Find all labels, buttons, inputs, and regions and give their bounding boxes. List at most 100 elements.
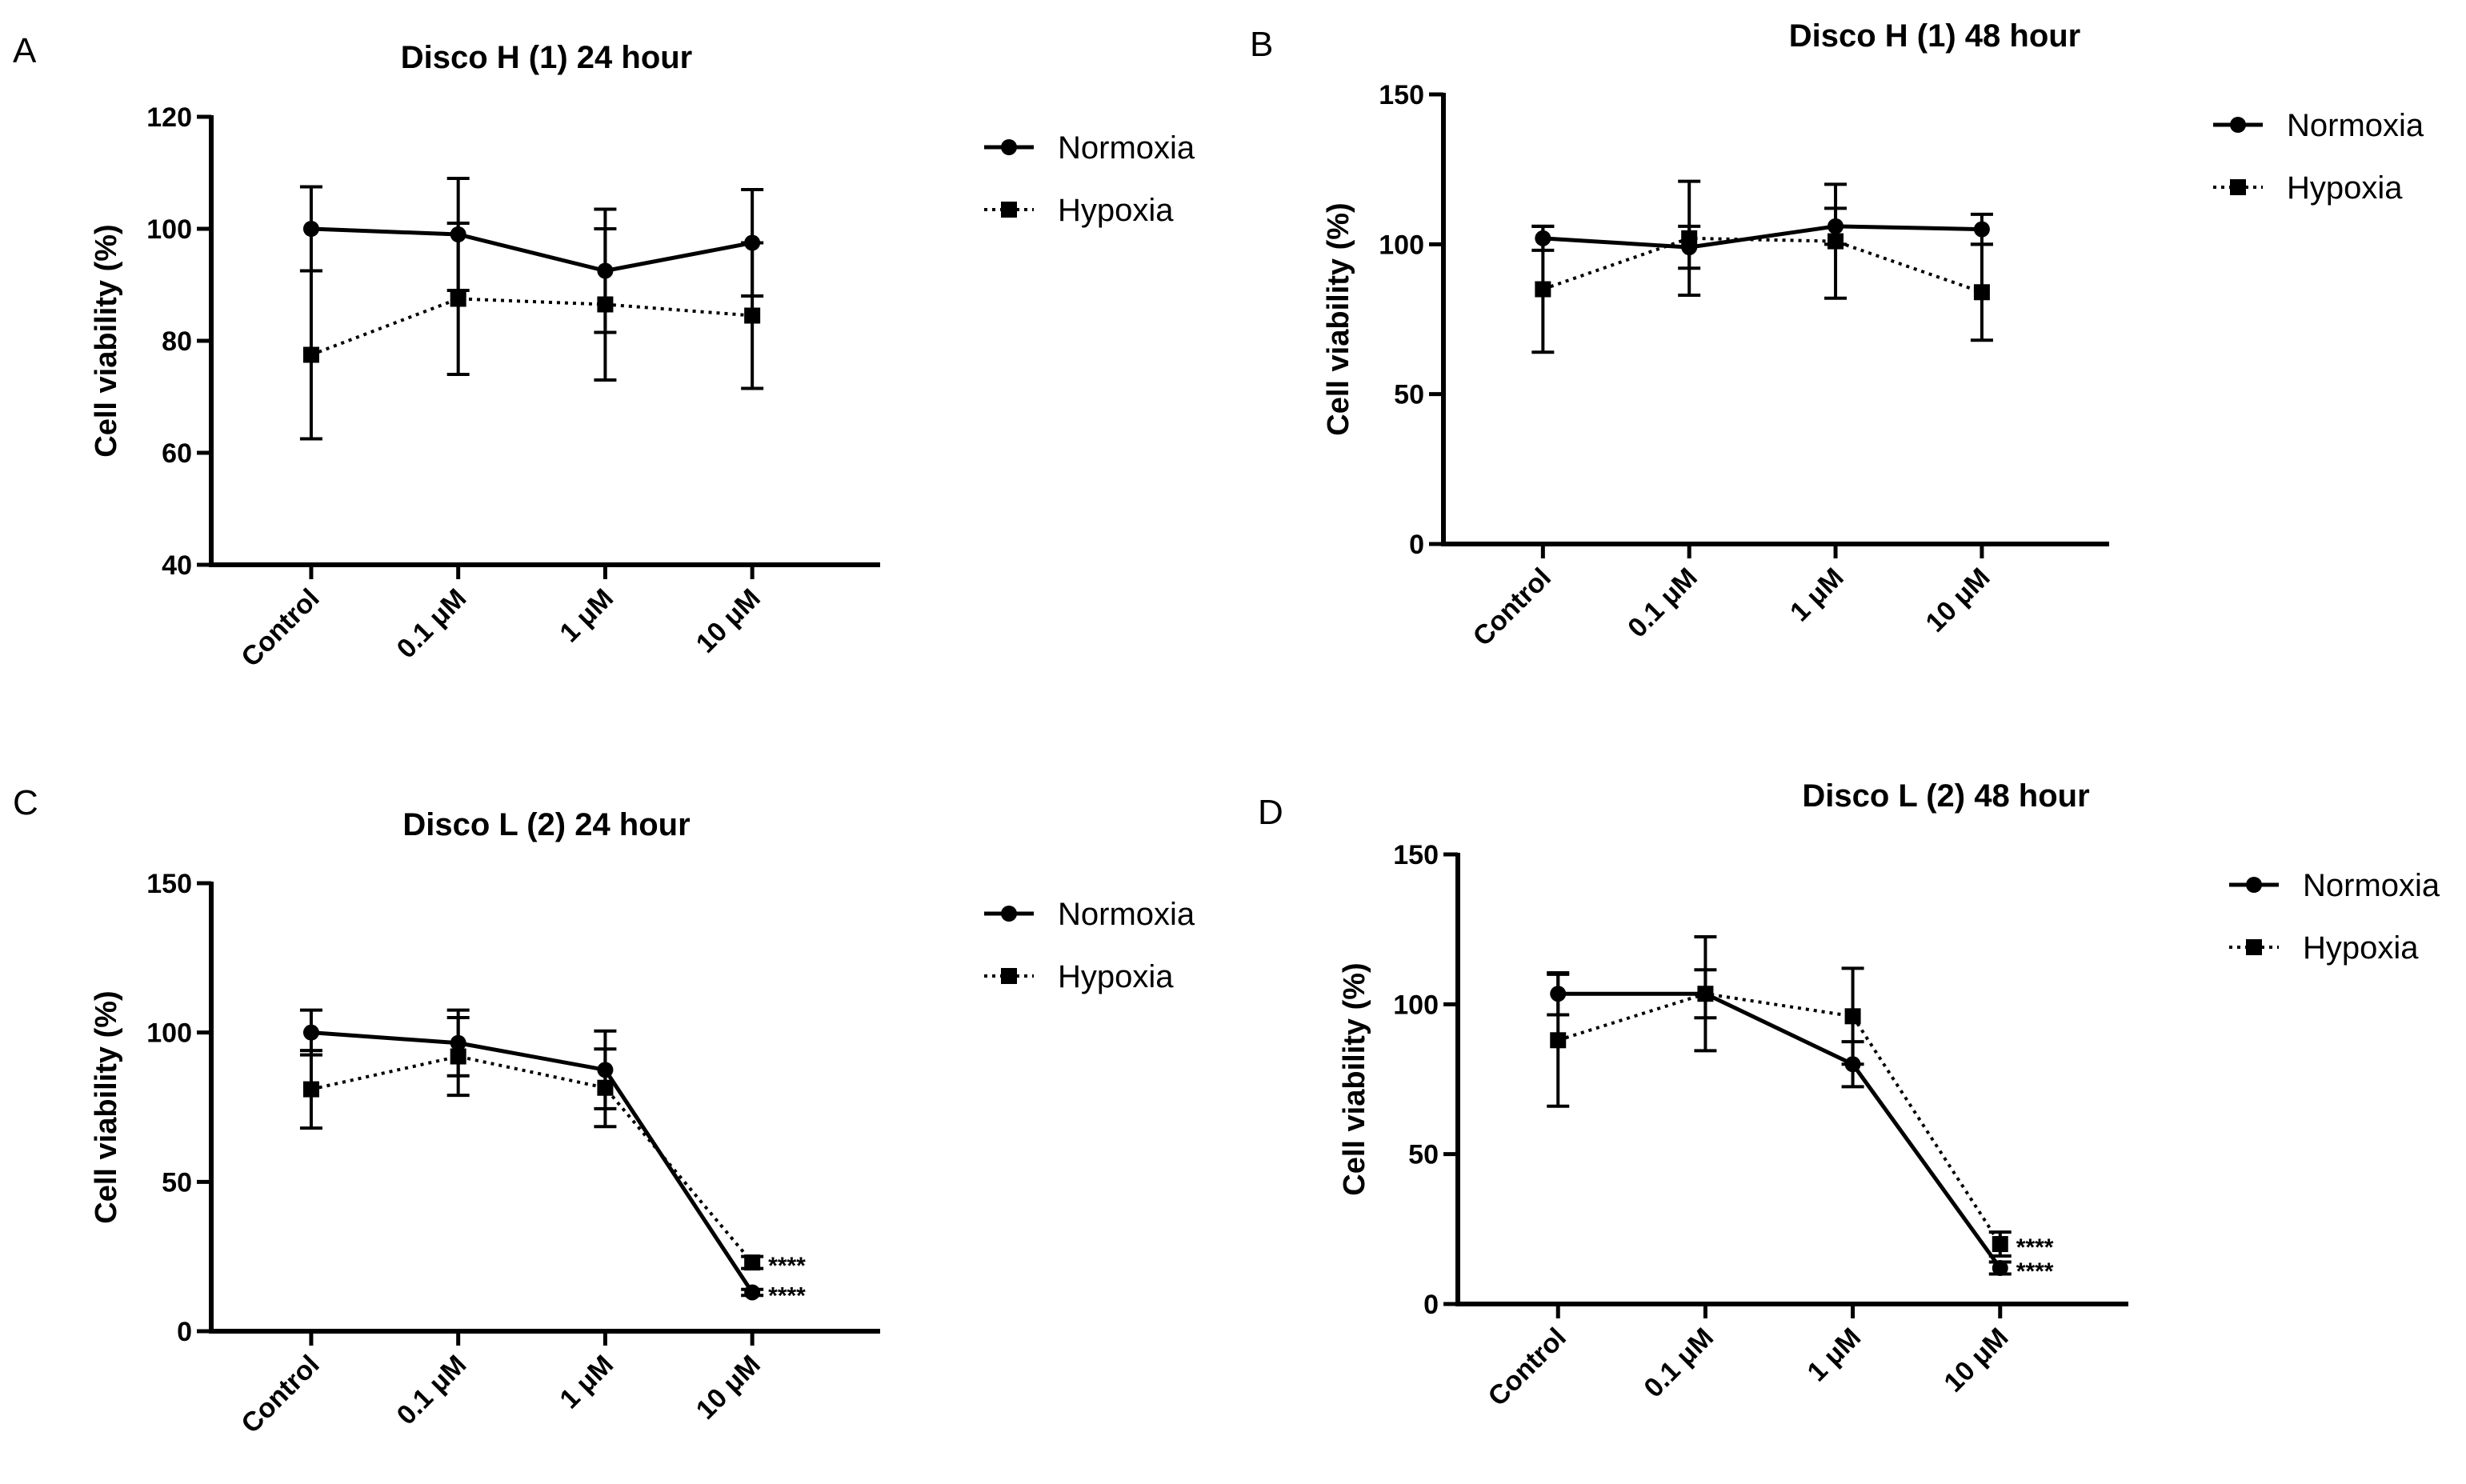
data-point — [597, 296, 614, 313]
series-normoxia — [1547, 968, 2012, 1277]
series-normoxia — [299, 1008, 764, 1301]
series-hypoxia — [1547, 935, 2012, 1258]
x-tick-label: 10 μM — [1938, 1322, 2014, 1398]
x-tick-label: 1 μM — [1802, 1322, 1868, 1388]
x-tick-label: 0.1 μM — [1638, 1322, 1719, 1404]
x-tick-label: 10 μM — [1920, 562, 1996, 638]
y-tick-label: 0 — [1423, 1290, 1439, 1320]
legend-label: Hypoxia — [2287, 170, 2403, 206]
legend-marker — [2230, 179, 2246, 195]
x-tick-label: 10 μM — [691, 1350, 767, 1426]
x-tick-label: 0.1 μM — [391, 1350, 473, 1431]
data-point — [1681, 230, 1698, 246]
x-tick-label: 1 μM — [554, 583, 619, 649]
x-tick-label: 1 μM — [554, 1350, 619, 1415]
series-line — [1542, 236, 1983, 294]
legend-marker — [1001, 968, 1017, 984]
x-tick-label: Control — [235, 1350, 325, 1439]
y-tick-label: 100 — [146, 1018, 192, 1049]
x-tick-label: 0.1 μM — [1622, 562, 1703, 644]
series-hypoxia — [299, 1016, 764, 1271]
data-point — [1973, 221, 1990, 238]
data-point — [1535, 281, 1551, 298]
y-axis-title: Cell viability (%) — [1322, 202, 1355, 435]
legend-marker — [1001, 202, 1017, 218]
x-tick-label: 1 μM — [1784, 562, 1850, 628]
series-line — [1557, 992, 2002, 1246]
series-normoxia — [299, 177, 764, 334]
y-axis-title: Cell viability (%) — [1338, 962, 1371, 1195]
y-tick-label: 100 — [146, 214, 192, 245]
data-point — [597, 1079, 614, 1096]
data-point — [302, 346, 319, 363]
y-tick-label: 150 — [1379, 80, 1424, 110]
significance-label: **** — [2016, 1258, 2054, 1285]
panel-letter: D — [1258, 793, 1283, 832]
data-point — [744, 1284, 761, 1301]
data-point — [744, 1254, 761, 1271]
y-tick-label: 60 — [162, 438, 192, 469]
chart-panel-a: A Disco H (1) 24 hour 40 60 80 100 120 Control 0… — [13, 31, 1195, 673]
x-tick-label: 0.1 μM — [391, 583, 473, 665]
data-point — [450, 1048, 466, 1065]
data-point — [1827, 233, 1844, 250]
data-point — [302, 1081, 319, 1098]
data-point — [1844, 1008, 1861, 1025]
legend-marker — [1001, 139, 1017, 155]
y-tick-label: 100 — [1379, 230, 1424, 260]
significance-label: **** — [768, 1282, 806, 1309]
legend-marker — [2230, 117, 2246, 133]
series-hypoxia — [1531, 179, 1993, 354]
y-tick-label: 0 — [177, 1317, 192, 1347]
legend-marker — [1001, 906, 1017, 922]
data-point — [450, 290, 466, 307]
series-line — [310, 1054, 754, 1264]
chart-panel-d: D Disco L (2) 48 hour 0 50 100 150 Control 0.1 … — [1258, 778, 2440, 1412]
x-tick-label: Control — [1467, 562, 1557, 652]
data-point — [302, 1024, 319, 1041]
legend-label: Normoxia — [2303, 868, 2440, 903]
series-line — [1558, 991, 2002, 1270]
chart-title: Disco H (1) 48 hour — [1789, 18, 2081, 54]
legend-label: Normoxia — [2287, 108, 2424, 143]
y-axis-title: Cell viability (%) — [90, 224, 123, 457]
y-tick-label: 150 — [146, 869, 192, 899]
x-tick-label: Control — [235, 583, 325, 673]
series-line — [1543, 224, 1982, 250]
series-normoxia — [1531, 206, 1993, 270]
data-point — [302, 221, 319, 237]
significance-label: **** — [768, 1253, 806, 1279]
series-hypoxia — [299, 222, 764, 441]
legend-marker — [2246, 877, 2262, 893]
chart-title: Disco L (2) 48 hour — [1802, 778, 2089, 814]
series-line — [310, 297, 753, 357]
y-tick-label: 40 — [162, 550, 192, 581]
data-point — [1550, 1032, 1567, 1049]
y-tick-label: 50 — [162, 1167, 192, 1198]
y-tick-label: 120 — [146, 102, 192, 133]
x-tick-label: Control — [1483, 1322, 1572, 1412]
significance-label: **** — [2016, 1234, 2054, 1261]
chart-panel-b: B Disco H (1) 48 hour 0 50 100 150 Control 0.1 … — [1250, 18, 2424, 652]
legend-label: Hypoxia — [1058, 193, 1174, 228]
y-axis-title: Cell viability (%) — [90, 990, 123, 1223]
panel-letter: A — [13, 31, 37, 70]
panel-letter: B — [1250, 25, 1273, 64]
legend-label: Hypoxia — [2303, 930, 2419, 966]
chart-title: Disco L (2) 24 hour — [402, 807, 690, 842]
x-tick-label: 10 μM — [691, 583, 767, 659]
chart-title: Disco H (1) 24 hour — [401, 40, 693, 75]
data-point — [744, 307, 761, 324]
y-tick-label: 80 — [162, 326, 192, 357]
series-line — [310, 1030, 755, 1294]
legend-label: Normoxia — [1058, 897, 1195, 932]
y-tick-label: 150 — [1393, 840, 1439, 870]
data-point — [1992, 1260, 2008, 1277]
y-tick-label: 50 — [1408, 1140, 1439, 1170]
panel-letter: C — [13, 783, 38, 822]
legend-label: Normoxia — [1058, 130, 1195, 166]
data-point — [1973, 284, 1990, 301]
data-point — [1992, 1236, 2008, 1253]
y-tick-label: 0 — [1409, 530, 1424, 560]
